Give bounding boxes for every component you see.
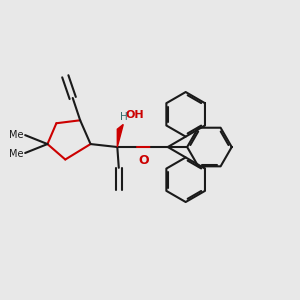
Text: Me: Me <box>9 130 24 140</box>
Text: O: O <box>139 154 149 166</box>
Text: H: H <box>120 112 128 122</box>
Text: Me: Me <box>9 148 24 159</box>
Polygon shape <box>117 124 123 147</box>
Text: OH: OH <box>126 110 144 120</box>
